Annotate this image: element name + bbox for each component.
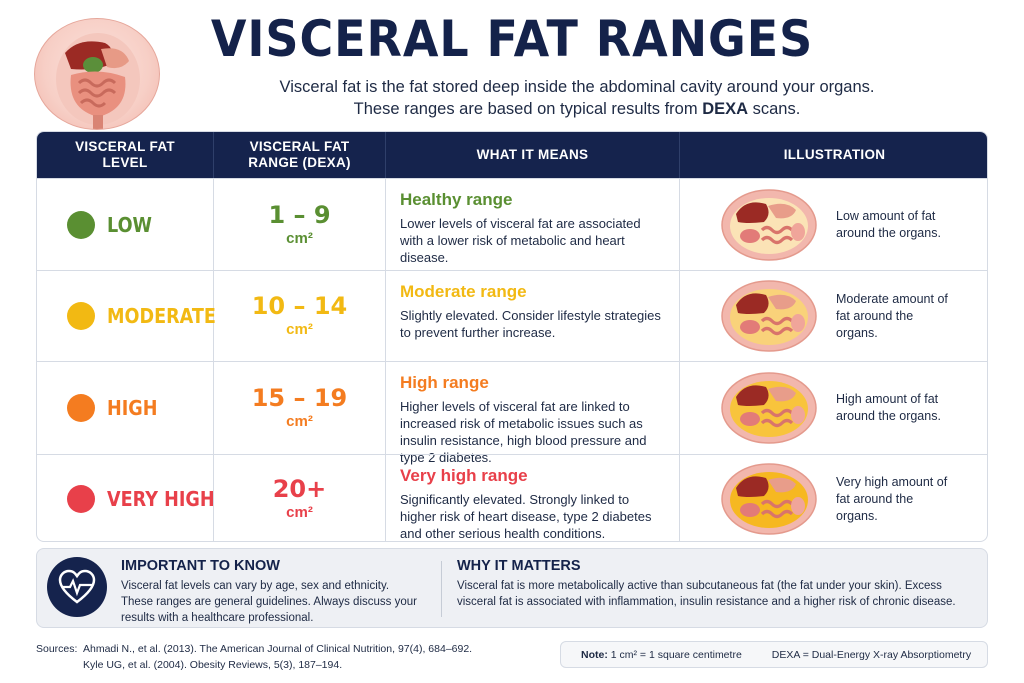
abdomen-cross-section-image [721,372,817,444]
range-cell: 15 – 19 cm² [214,362,386,454]
dexa-definition: DEXA = Dual-Energy X-ray Absorptiometry [771,648,972,661]
range-value: 1 – 9 [268,200,331,229]
meaning-cell: Moderate range Slightly elevated. Conside… [386,271,680,361]
why-title: WHY IT MATTERS [457,558,581,574]
meaning-text: Higher levels of visceral fat are linked… [400,399,647,465]
meaning-text: Lower levels of visceral fat are associa… [400,216,641,265]
level-label: LOW [107,212,152,237]
illustration-cell: Moderate amount of fat around the organs… [680,271,987,361]
info-panel: IMPORTANT TO KNOW Visceral fat levels ca… [36,548,988,628]
meaning-title: Moderate range [400,282,527,301]
meaning-title: High range [400,373,489,392]
range-value: 20+ [272,475,327,503]
table-header: VISCERAL FAT LEVEL VISCERAL FAT RANGE (D… [37,132,987,178]
range-cell: 20+ cm² [214,455,386,541]
level-cell: MODERATE [37,271,216,361]
table-row: HIGH 15 – 19 cm² High range Higher levels of… [37,361,987,465]
ranges-table: VISCERAL FAT LEVEL VISCERAL FAT RANGE (D… [36,131,988,542]
heart-monitor-icon [47,557,107,617]
note-box: Note: 1 cm² = 1 square centimetre DEXA =… [560,641,988,668]
level-dot [67,302,95,330]
level-label: VERY HIGH [107,487,215,511]
header-range: VISCERAL FAT RANGE (DEXA) [214,132,386,178]
meaning-cell: High range Higher levels of visceral fat … [386,362,680,465]
meaning-text: Slightly elevated. Consider lifestyle st… [400,308,661,340]
abdomen-cross-section-image [721,280,817,352]
range-unit: cm² [286,413,313,430]
illustration-cell: Low amount of fat around the organs. [680,179,987,270]
range-unit: cm² [286,321,313,338]
range-value: 10 – 14 [251,292,348,320]
header-level: VISCERAL FAT LEVEL [37,132,214,178]
illustration-cell: High amount of fat around the organs. [680,362,987,454]
sources-label: Sources: [36,643,78,655]
table-row: MODERATE 10 – 14 cm² Moderate range Slightly… [37,270,987,361]
range-cell: 10 – 14 cm² [214,271,386,361]
meaning-cell: Very high range Significantly elevated. S… [386,455,680,541]
range-unit: cm² [286,504,313,521]
note-label: Note: [581,648,608,661]
illustration-text: Moderate amount of fat around the organs… [836,291,948,340]
level-dot [67,210,95,239]
illustration-text: High amount of fat around the organs. [836,392,941,423]
meaning-cell: Healthy range Lower levels of visceral fa… [386,179,680,270]
note-text: 1 cm² = 1 square centimetre [610,648,742,661]
header-illustration: ILLUSTRATION [783,147,886,162]
table-row: VERY HIGH 20+ cm² Very high range Significan… [37,454,987,541]
source-2: Kyle UG, et al. (2004). Obesity Reviews,… [83,659,343,671]
meaning-text: Significantly elevated. Strongly linked … [400,492,652,541]
range-unit: cm² [286,229,313,247]
page-title: VISCERAL FAT RANGES [210,10,814,68]
info-divider [441,561,442,617]
illustration-text: Low amount of fat around the organs. [836,208,941,240]
important-text: Visceral fat levels can vary by age, sex… [121,580,417,624]
level-dot [67,394,95,422]
level-cell: HIGH [37,362,214,454]
abdomen-cross-section-image [721,463,817,535]
level-cell: VERY HIGH [37,455,215,541]
header-meaning: WHAT IT MEANS [386,132,680,178]
level-label: MODERATE [107,304,216,328]
table-row: LOW 1 – 9 cm² Healthy range Lower levels of … [37,178,987,270]
page-subtitle: Visceral fat is the fat stored deep insi… [170,76,984,120]
meaning-title: Healthy range [400,190,513,209]
level-cell: LOW [37,179,214,270]
source-1: Ahmadi N., et al. (2013). The American J… [83,643,473,655]
range-cell: 1 – 9 cm² [214,179,386,270]
subtitle-line-2: These ranges are based on typical result… [353,100,801,118]
note-label-wrap: Note: 1 cm² = 1 square centimetre [581,649,742,661]
subtitle-line-1: Visceral fat is the fat stored deep insi… [279,78,875,96]
illustration-cell: Very high amount of fat around the organ… [680,455,987,541]
important-title: IMPORTANT TO KNOW [121,558,280,574]
illustration-text: Very high amount of fat around the organ… [836,474,948,523]
level-label: HIGH [107,396,158,420]
why-text: Visceral fat is more metabolically activ… [457,580,956,608]
level-dot [67,485,95,513]
meaning-title: Very high range [400,466,528,485]
range-value: 15 – 19 [251,384,348,412]
abdomen-cross-section-image [721,188,817,261]
abdominal-organs-image [34,18,160,130]
